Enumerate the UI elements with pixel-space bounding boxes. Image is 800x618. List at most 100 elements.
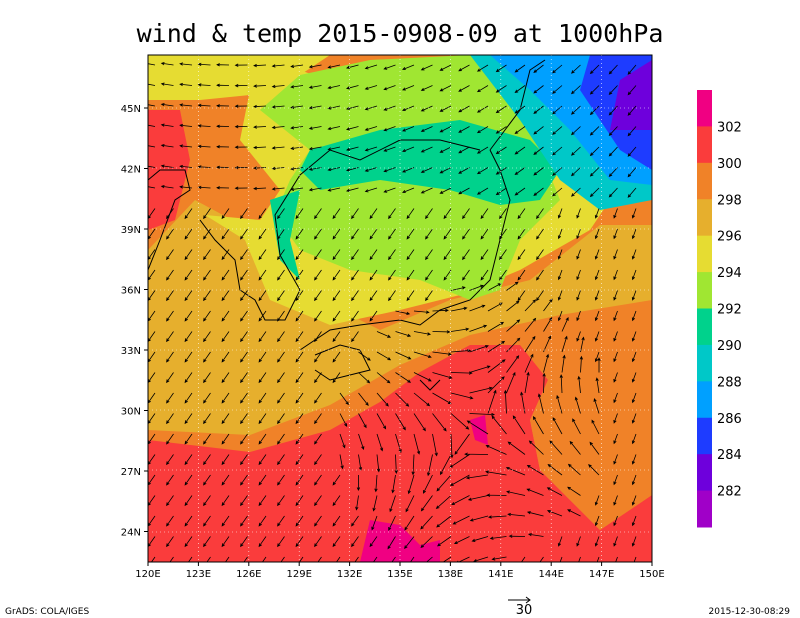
wind-arrow <box>536 290 544 302</box>
wind-arrow <box>487 302 503 312</box>
wind-arrow <box>197 83 211 87</box>
wind-arrow <box>480 228 489 240</box>
wind-arrow <box>376 331 392 338</box>
wind-arrow <box>495 85 507 93</box>
wind-arrow <box>314 515 322 527</box>
wind-arrow <box>388 249 396 261</box>
wind-arrow <box>240 392 248 404</box>
wind-arrow <box>401 146 415 153</box>
wind-arrow <box>425 208 433 220</box>
wind-arrow <box>508 534 526 538</box>
title: wind & temp 2015-0908-09 at 1000hPa <box>137 19 664 48</box>
wind-arrow <box>184 474 193 486</box>
wind-arrow <box>148 124 156 127</box>
wind-arrow <box>570 126 581 136</box>
wind-arrow <box>388 208 396 220</box>
wind-arrow <box>537 393 544 414</box>
wind-arrow <box>166 474 174 486</box>
latitude-axis: 45N 42N 39N 36N 33N 30N 27N 24N <box>121 104 148 539</box>
wind-arrow <box>179 82 193 87</box>
wind-arrow <box>327 85 341 90</box>
wind-arrow <box>407 474 415 495</box>
wind-arrow <box>258 351 267 363</box>
wind-arrow <box>203 228 211 240</box>
wind-arrow <box>295 249 304 261</box>
wind-arrow <box>258 228 267 240</box>
wind-arrow <box>576 331 581 342</box>
wind-arrow <box>295 495 304 507</box>
wind-arrow <box>253 84 267 88</box>
wind-arrow <box>184 372 193 384</box>
wind-arrow <box>203 372 211 384</box>
wind-arrow <box>332 208 341 220</box>
wind-arrow <box>387 536 396 550</box>
wind-arrow <box>234 145 248 149</box>
wind-arrow <box>179 185 193 189</box>
wind-arrow <box>160 164 174 168</box>
wind-arrow <box>595 377 600 394</box>
wind-arrow <box>469 386 493 394</box>
wind-arrow <box>358 372 371 384</box>
wind-arrow <box>221 208 230 220</box>
wind-arrow <box>166 228 174 240</box>
wind-arrow <box>369 310 378 322</box>
wind-arrow <box>547 463 563 476</box>
wind-arrow <box>216 83 230 87</box>
wind-arrow <box>613 310 618 322</box>
wind-arrow <box>476 167 489 175</box>
wind-arrow <box>346 85 359 90</box>
wind-arrow <box>458 187 470 195</box>
colorbar-label: 302 <box>717 120 742 135</box>
wind-arrow <box>240 208 248 220</box>
wind-arrow <box>594 228 600 240</box>
wind-arrow <box>453 536 470 545</box>
wind-arrow <box>524 335 536 353</box>
wind-arrow <box>514 146 526 155</box>
wind-arrow <box>358 351 371 361</box>
wind-arrow <box>543 316 553 332</box>
wind-arrow <box>533 167 544 176</box>
wind-arrow <box>295 351 304 363</box>
wind-arrow <box>420 126 433 132</box>
wind-arrow <box>166 331 174 343</box>
wind-arrow <box>627 85 637 96</box>
lat-label: 45N <box>121 104 141 115</box>
wind-arrow <box>277 249 285 261</box>
wind-arrow <box>332 495 341 507</box>
wind-arrow <box>495 167 507 175</box>
wind-arrow <box>327 126 341 131</box>
wind-arrow <box>406 228 415 240</box>
wind-arrow <box>546 487 563 496</box>
wind-arrow <box>631 290 637 301</box>
wind-arrow <box>376 433 384 452</box>
wind-arrow <box>533 105 544 114</box>
wind-arrow <box>420 495 433 512</box>
wind-arrow <box>480 249 489 261</box>
wind-arrow <box>376 413 387 430</box>
wind-arrow <box>351 331 359 343</box>
wind-arrow <box>570 64 581 74</box>
wind-arrow <box>332 536 341 548</box>
wind-arrow <box>458 146 470 154</box>
wind-arrow <box>339 413 348 428</box>
wind-arrow <box>314 290 322 302</box>
wind-arrow <box>495 64 507 73</box>
wind-arrow <box>465 474 489 480</box>
wind-arrow <box>567 509 581 517</box>
wind-arrow <box>517 269 526 281</box>
wind-arrow <box>613 495 618 506</box>
wind-arrow <box>432 392 452 405</box>
wind-arrow <box>364 146 378 152</box>
wind-arrow <box>221 536 230 548</box>
wind-arrow <box>372 495 378 512</box>
wind-arrow <box>271 166 285 171</box>
wind-arrow <box>552 85 563 94</box>
wind-arrow <box>627 105 637 116</box>
wind-arrow <box>462 208 470 220</box>
wind-arrow <box>613 515 618 527</box>
wind-arrow <box>314 413 322 425</box>
wind-arrow <box>351 290 359 302</box>
graticule <box>148 55 652 562</box>
wind-arrow <box>576 310 581 322</box>
wind-arrow <box>346 126 359 131</box>
